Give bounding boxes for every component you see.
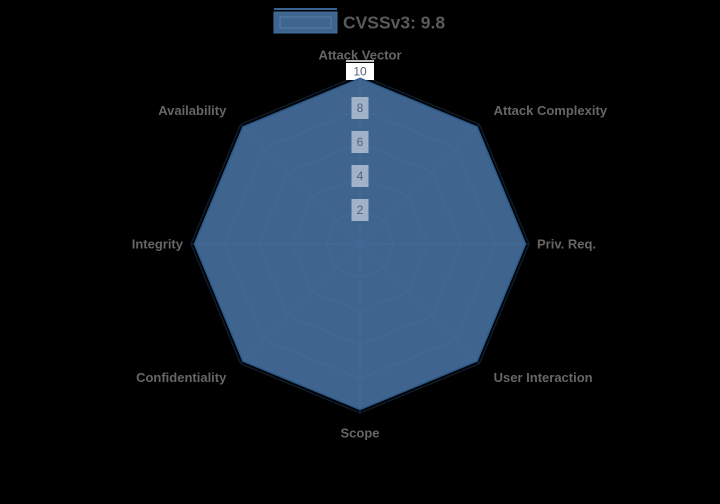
- svg-text:Availability: Availability: [158, 103, 227, 118]
- svg-text:CVSSv3: 9.8: CVSSv3: 9.8: [343, 13, 445, 33]
- svg-text:Attack Complexity: Attack Complexity: [494, 103, 608, 118]
- svg-text:Integrity: Integrity: [132, 237, 184, 252]
- svg-text:Confidentiality: Confidentiality: [136, 370, 227, 385]
- svg-text:Scope: Scope: [340, 426, 379, 441]
- svg-text:8: 8: [357, 101, 364, 115]
- svg-text:10: 10: [353, 65, 367, 79]
- svg-text:Priv. Req.: Priv. Req.: [537, 237, 596, 252]
- svg-text:6: 6: [357, 135, 364, 149]
- svg-text:Attack Vector: Attack Vector: [318, 48, 401, 63]
- svg-text:2: 2: [357, 203, 364, 217]
- svg-text:4: 4: [357, 169, 364, 183]
- svg-text:User Interaction: User Interaction: [494, 370, 593, 385]
